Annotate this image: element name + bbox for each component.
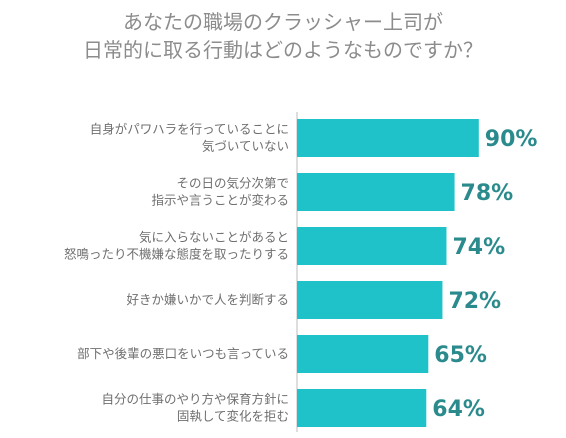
value-label-2: 78% (461, 181, 514, 206)
value-label-4: 72% (448, 289, 501, 314)
category-label-5-line-1: 部下や後輩の悪口をいつも言っている (77, 346, 289, 361)
category-label-6-line-2: 固執して変化を拒む (177, 409, 289, 424)
chart-title-line-2: 日常的に取る行動はどのようなものですか？ (83, 38, 483, 62)
bar-6 (297, 389, 427, 427)
category-label-2-line-1: その日の気分次第で (176, 176, 289, 191)
category-label-2-line-2: 指示や言うことが変わる (151, 193, 289, 208)
chart-title: あなたの職場のクラッシャー上司が 日常的に取る行動はどのようなものですか？ (0, 8, 566, 64)
bar-3 (297, 227, 447, 265)
bar-4 (297, 281, 443, 319)
category-label-3-line-2: 怒鳴ったり不機嫌な態度を取ったりする (64, 247, 289, 262)
value-label-3: 74% (452, 235, 505, 260)
bar-1 (297, 119, 479, 157)
category-label-4-line-1: 好きか嫌いかで人を判断する (126, 292, 289, 307)
category-label-6-line-1: 自分の仕事のやり方や保育方針に (101, 392, 289, 407)
category-label-1-line-2: 気づいていない (202, 139, 289, 154)
category-label-3-line-1: 気に入らないことがあると (139, 230, 289, 245)
bar-5 (297, 335, 429, 373)
value-label-5: 65% (434, 343, 487, 368)
value-label-1: 90% (485, 127, 538, 152)
bar-2 (297, 173, 455, 211)
chart-title-line-1: あなたの職場のクラッシャー上司が (123, 10, 443, 34)
category-label-1-line-1: 自身がパワハラを行っていることに (90, 122, 289, 137)
value-label-6: 64% (432, 397, 485, 422)
